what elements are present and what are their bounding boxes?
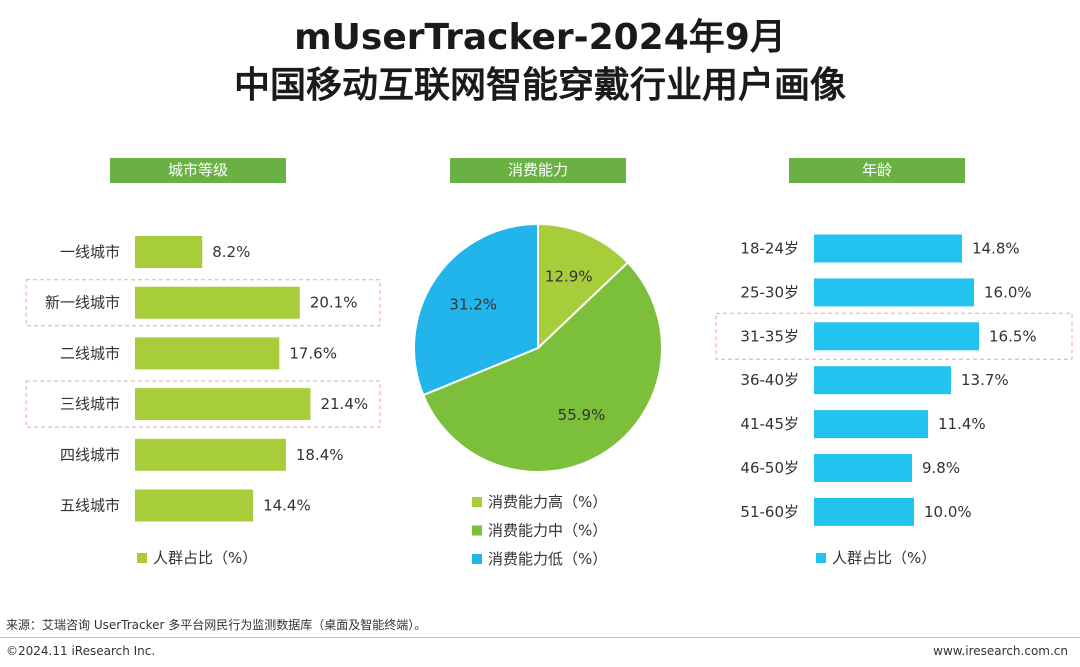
page-title-line1: mUserTracker-2024年9月 xyxy=(294,17,786,58)
legend-label: 消费能力高（%） xyxy=(488,493,607,511)
bar xyxy=(814,278,974,307)
category-label: 四线城市 xyxy=(60,446,120,464)
category-label: 31-35岁 xyxy=(740,327,799,345)
data-label: 11.4% xyxy=(938,415,986,433)
legend-label: 消费能力中（%） xyxy=(488,522,607,540)
category-label: 二线城市 xyxy=(60,344,120,362)
legend-swatch xyxy=(472,554,482,564)
category-label: 25-30岁 xyxy=(740,283,799,301)
legend-label: 人群占比（%） xyxy=(153,549,257,567)
section-header-city: 城市等级 xyxy=(110,158,286,183)
pie-slice xyxy=(421,261,663,473)
data-label: 13.7% xyxy=(961,371,1009,389)
highlight-box xyxy=(715,312,1073,360)
legend-swatch xyxy=(472,525,482,536)
data-label: 9.8% xyxy=(922,459,960,477)
data-label: 16.5% xyxy=(989,327,1037,345)
legend-swatch xyxy=(137,553,147,563)
category-label: 一线城市 xyxy=(60,243,120,261)
bar xyxy=(814,454,912,482)
bar xyxy=(135,489,254,522)
legend-swatch xyxy=(472,497,482,507)
source-note: 来源：艾瑞咨询 UserTracker 多平台网民行为监测数据库（桌面及智能终端… xyxy=(6,618,427,632)
highlight-box xyxy=(25,279,381,327)
bar xyxy=(135,337,280,370)
legend-swatch xyxy=(816,553,826,563)
data-label: 16.0% xyxy=(984,283,1032,301)
data-label: 10.0% xyxy=(924,503,972,521)
category-label: 36-40岁 xyxy=(740,371,799,389)
category-label: 三线城市 xyxy=(60,395,120,413)
data-label: 21.4% xyxy=(320,395,368,413)
bar xyxy=(135,438,286,471)
website: www.iresearch.com.cn xyxy=(933,644,1068,658)
data-label: 20.1% xyxy=(310,294,358,312)
pie-data-label: 31.2% xyxy=(449,296,497,314)
pie-slice xyxy=(537,222,630,351)
category-label: 五线城市 xyxy=(60,497,120,515)
section-header-age: 年龄 xyxy=(789,158,965,183)
category-label: 41-45岁 xyxy=(740,415,799,433)
highlight-box xyxy=(25,380,381,428)
data-label: 14.4% xyxy=(263,497,311,515)
bar xyxy=(135,388,311,421)
category-label: 18-24岁 xyxy=(740,240,799,258)
bar xyxy=(814,410,928,439)
category-label: 新一线城市 xyxy=(45,294,120,312)
bar xyxy=(814,234,962,263)
data-label: 18.4% xyxy=(296,446,344,464)
pie-slice xyxy=(413,222,539,397)
copyright: ©2024.11 iResearch Inc. xyxy=(6,644,156,658)
section-header-spending: 消费能力 xyxy=(450,158,626,183)
bar xyxy=(814,322,979,351)
bar xyxy=(135,236,203,268)
pie-data-label: 12.9% xyxy=(545,267,593,285)
category-label: 46-50岁 xyxy=(740,459,799,477)
category-label: 51-60岁 xyxy=(740,503,799,521)
page-title-line2: 中国移动互联网智能穿戴行业用户画像 xyxy=(233,65,846,106)
data-label: 8.2% xyxy=(212,243,250,261)
bar xyxy=(814,366,951,395)
legend-label: 消费能力低（%） xyxy=(488,550,607,568)
data-label: 14.8% xyxy=(972,240,1020,258)
pie-data-label: 55.9% xyxy=(558,406,606,424)
legend-label: 人群占比（%） xyxy=(832,549,936,567)
data-label: 17.6% xyxy=(289,344,337,362)
footer-divider xyxy=(0,637,1080,638)
bar xyxy=(814,497,914,526)
bar xyxy=(135,286,300,319)
